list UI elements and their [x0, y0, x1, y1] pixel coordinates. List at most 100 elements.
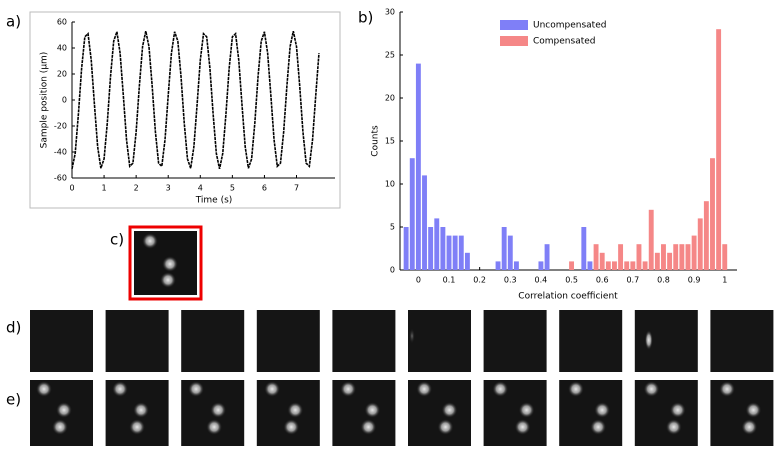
micro-image	[332, 310, 396, 372]
particle	[437, 419, 454, 435]
bar	[630, 261, 636, 270]
bar	[624, 261, 630, 270]
bar	[691, 235, 697, 270]
y-tick-label: -40	[54, 148, 67, 157]
bar	[428, 227, 434, 270]
particle	[669, 402, 686, 418]
y-tick-label: 0	[390, 266, 395, 275]
y-tick-label: 10	[385, 180, 395, 189]
bar	[636, 244, 642, 270]
micro-image	[559, 310, 623, 372]
y-axis-label: Counts	[371, 125, 381, 157]
particle	[441, 402, 458, 418]
bar	[673, 244, 679, 270]
bar	[587, 261, 593, 270]
bar	[538, 261, 544, 270]
particle	[56, 402, 72, 418]
particle	[264, 381, 281, 397]
bar	[495, 261, 501, 270]
bar	[415, 63, 421, 270]
micro-image	[105, 310, 169, 372]
particle	[665, 419, 682, 435]
x-axis-label: Correlation coefficient	[518, 292, 618, 302]
y-tick-label: -20	[54, 122, 67, 131]
particle	[133, 402, 150, 418]
panel-label: e)	[6, 391, 21, 409]
bar	[697, 218, 703, 270]
micro-image	[634, 310, 698, 372]
artifact	[644, 330, 653, 350]
bar	[513, 261, 519, 270]
bar	[403, 227, 409, 270]
panel-frame	[29, 11, 341, 209]
bar	[581, 227, 587, 270]
bar	[710, 158, 715, 270]
bar	[618, 244, 624, 270]
y-tick-label: 5	[390, 223, 395, 232]
y-tick-label: 0	[62, 96, 67, 105]
particle	[112, 381, 129, 397]
y-tick-label: 25	[385, 51, 395, 60]
bar	[593, 244, 599, 270]
bar	[464, 252, 470, 270]
particle	[590, 419, 607, 435]
x-tick-label: 3	[166, 184, 171, 193]
bar	[452, 235, 458, 270]
bar	[661, 244, 666, 270]
particle	[162, 256, 178, 272]
micro-image	[256, 310, 320, 372]
panel-label: c)	[110, 231, 124, 249]
x-tick-label: 0.6	[596, 276, 609, 285]
highlight-box	[128, 225, 203, 301]
micro-image	[30, 310, 93, 372]
x-tick-label: 0.7	[626, 276, 639, 285]
bar	[648, 209, 654, 270]
bar	[409, 158, 415, 270]
x-tick-label: 6	[262, 184, 267, 193]
particle	[594, 402, 611, 418]
panel-label: d)	[6, 319, 21, 337]
y-tick-label: 20	[385, 94, 395, 103]
particle	[492, 381, 509, 397]
bar	[703, 201, 709, 270]
bar	[507, 235, 513, 270]
particle	[514, 419, 531, 435]
micro-image	[408, 310, 471, 372]
bar	[685, 244, 691, 270]
x-tick-label: 1	[722, 276, 727, 285]
bar	[667, 252, 673, 270]
particle	[719, 381, 736, 397]
particle	[745, 402, 762, 418]
particle	[142, 233, 158, 249]
particle	[518, 402, 535, 418]
bar	[612, 261, 617, 270]
legend-swatch	[500, 20, 528, 30]
y-tick-label: 30	[385, 8, 395, 17]
x-tick-label: 0	[69, 184, 74, 193]
x-tick-label: 0	[416, 276, 421, 285]
panel-label: b)	[358, 9, 373, 27]
y-tick-label: -60	[54, 174, 67, 183]
particle	[36, 381, 52, 397]
legend-label: Uncompensated	[533, 21, 606, 31]
particle	[567, 381, 584, 397]
bar	[501, 227, 507, 270]
bar	[654, 252, 660, 270]
bar	[716, 29, 722, 271]
bar	[642, 261, 648, 270]
x-tick-label: 0.8	[657, 276, 670, 285]
y-axis-label: Sample position (μm)	[40, 52, 50, 149]
bar	[446, 235, 452, 270]
data-line	[71, 30, 320, 170]
x-tick-label: 0.1	[443, 276, 456, 285]
x-tick-label: 0.3	[504, 276, 517, 285]
x-tick-label: 7	[294, 184, 299, 193]
x-tick-label: 0.5	[565, 276, 578, 285]
x-tick-label: 1	[102, 184, 107, 193]
bar	[569, 261, 575, 270]
particle	[364, 402, 381, 418]
bar	[440, 227, 446, 270]
particle	[129, 419, 146, 435]
bar	[605, 261, 611, 270]
